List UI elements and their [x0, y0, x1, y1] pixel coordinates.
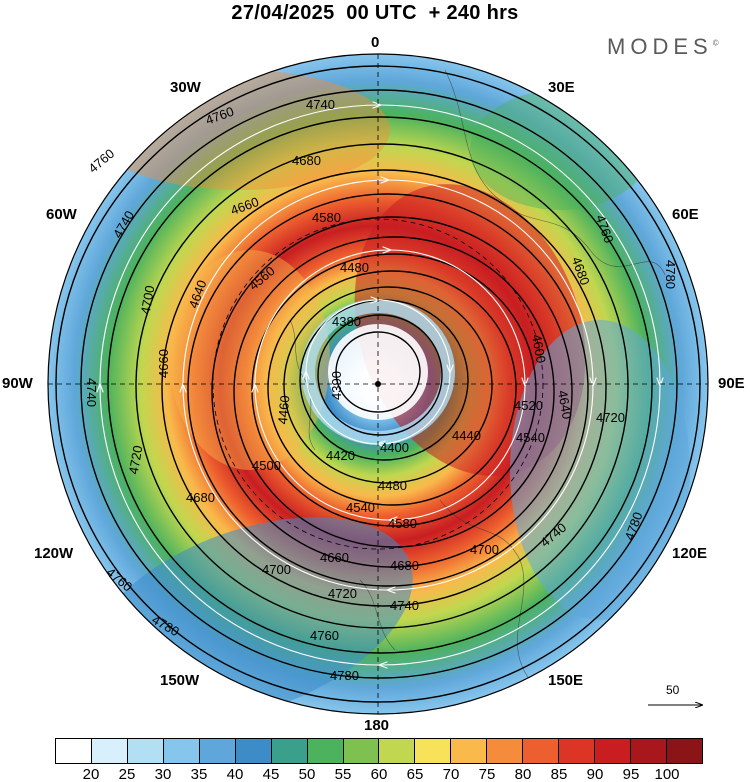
contour-label: 4660	[156, 349, 171, 378]
colorbar-box	[127, 739, 164, 763]
contour-label: 4400	[380, 440, 409, 455]
contour-label: 4700	[470, 542, 499, 557]
colorbar-tick-label: 75	[478, 766, 496, 782]
longitude-label-120e: 120E	[672, 545, 708, 562]
contour-label: 4440	[452, 428, 481, 443]
contour-label: 4600	[529, 333, 549, 364]
contour-label: 4420	[326, 448, 355, 463]
contour-label: 4760	[310, 628, 339, 643]
contour-label: 4540	[516, 430, 545, 445]
contour-label: 4540	[346, 500, 375, 515]
wind-streamlines	[100, 105, 660, 665]
contour-label: 4390	[329, 371, 344, 400]
colorbar-tick-label: 40	[226, 766, 244, 782]
longitude-label-120w: 120W	[34, 545, 74, 562]
colorbar-box	[559, 739, 596, 763]
colorbar-tick-label: 45	[262, 766, 280, 782]
contour-label: 4660	[320, 550, 349, 565]
brand-name: MODES	[607, 34, 713, 59]
contour-label: 4760	[85, 146, 117, 176]
contour-label: 4680	[390, 558, 419, 573]
contour-label: 4500	[252, 458, 281, 473]
colorbar-box	[56, 739, 92, 763]
contour-label: 4740	[84, 378, 99, 407]
contour-label: 4680	[292, 153, 321, 168]
reference-vector-label: 50	[666, 683, 680, 697]
brand-mark: ©	[712, 38, 719, 48]
map-title: 27/04/2025 00 UTC + 240 hrs	[231, 2, 519, 24]
longitude-label-30e: 30E	[548, 79, 575, 96]
longitude-label-60e: 60E	[672, 206, 699, 223]
colorbar-box	[415, 739, 452, 763]
contour-label: 4460	[275, 395, 292, 425]
contour-label: 4520	[514, 398, 543, 413]
colorbar-box	[271, 739, 308, 763]
colorbar-tick-label: 90	[586, 766, 604, 782]
colorbar-tick-label: 55	[334, 766, 352, 782]
colorbar-tick-label: 30	[154, 766, 172, 782]
contour-label: 4480	[378, 478, 407, 493]
colorbar-box	[523, 739, 560, 763]
contour-label: 4740	[390, 598, 419, 613]
contour-label: 4700	[262, 562, 291, 577]
colorbar-box	[595, 739, 631, 763]
longitude-label-90w: 90W	[2, 375, 33, 392]
longitude-label-90e: 90E	[718, 375, 745, 392]
longitude-label-180: 180	[364, 717, 390, 734]
colorbar-box	[235, 739, 272, 763]
contour-label: 4780	[663, 260, 678, 289]
contour-label: 4720	[596, 410, 625, 425]
contour-label: 4640	[555, 389, 575, 420]
contour-label: 4580	[388, 516, 417, 531]
contour-label: 4720	[126, 444, 146, 475]
colorbar-box	[199, 739, 236, 763]
contour-label: 4780	[330, 668, 359, 683]
contour-label: 4380	[332, 314, 361, 329]
colorbar-box	[379, 739, 416, 763]
colorbar-box	[307, 739, 344, 763]
colorbar	[55, 738, 703, 764]
colorbar-box	[487, 739, 524, 763]
brand-logo: MODES©	[607, 34, 719, 60]
colorbar-tick-label: 70	[442, 766, 460, 782]
colorbar-box	[631, 739, 667, 763]
colorbar-box	[163, 739, 200, 763]
colorbar-box	[666, 739, 702, 763]
colorbar-tick-label: 100	[654, 766, 680, 782]
colorbar-tick-label: 20	[82, 766, 100, 782]
contour-label: 4480	[340, 260, 369, 275]
colorbar-tick-label: 80	[514, 766, 532, 782]
pole-marker	[375, 381, 381, 387]
longitude-label-150e: 150E	[548, 672, 584, 689]
contour-label: 4580	[312, 210, 341, 225]
colorbar-box	[343, 739, 380, 763]
longitude-label-0: 0	[371, 34, 380, 51]
contour-label: 4740	[306, 97, 335, 112]
contour-label: 4700	[138, 284, 158, 315]
colorbar-tick-label: 85	[550, 766, 568, 782]
longitude-label-150w: 150W	[160, 672, 200, 689]
colorbar-tick-label: 60	[370, 766, 388, 782]
colorbar-tick-label: 35	[190, 766, 208, 782]
colorbar-tick-label: 65	[406, 766, 424, 782]
colorbar-tick-label: 50	[298, 766, 316, 782]
contour-label: 4680	[186, 490, 215, 505]
longitude-label-60w: 60W	[46, 206, 77, 223]
contour-label: 4720	[328, 586, 357, 601]
colorbar-box	[451, 739, 488, 763]
longitude-label-30w: 30W	[170, 79, 201, 96]
colorbar-tick-label: 95	[622, 766, 640, 782]
map-disc-border	[47, 53, 709, 715]
graticule	[48, 54, 708, 714]
colorbar-tick-label: 25	[118, 766, 136, 782]
colorbar-box	[91, 739, 128, 763]
